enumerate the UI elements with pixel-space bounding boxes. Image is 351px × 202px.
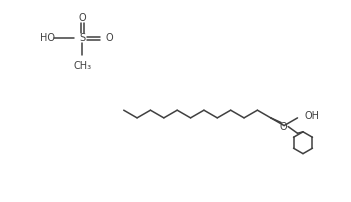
Text: CH₃: CH₃ [73,61,91,71]
Text: OH: OH [304,111,319,121]
Text: S: S [79,34,85,43]
Text: HO: HO [40,34,55,43]
Text: O: O [279,122,287,132]
Text: O: O [79,13,86,23]
Text: O: O [105,34,113,43]
